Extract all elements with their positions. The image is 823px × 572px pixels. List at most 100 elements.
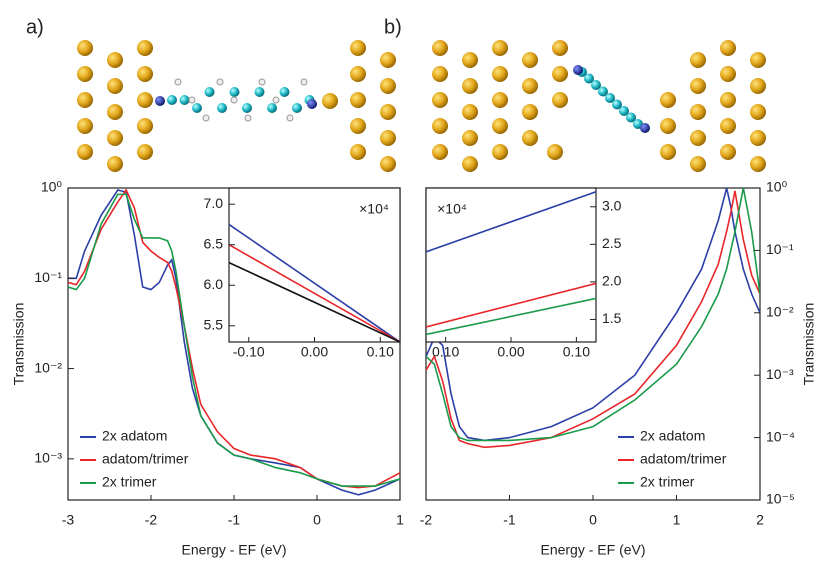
atom	[432, 40, 448, 56]
x-tick-label: 0.10	[563, 344, 590, 360]
atom	[750, 156, 766, 172]
atom	[192, 103, 202, 113]
y-tick-label: 1.5	[602, 310, 622, 326]
atom	[640, 123, 650, 133]
x-tick-label: 0.00	[497, 344, 524, 360]
x-tick-label: -1	[228, 512, 241, 528]
legend-label: 2x adatom	[640, 428, 705, 444]
atom	[522, 104, 538, 120]
y-tick-label: 10⁻²	[766, 304, 794, 320]
atom	[350, 118, 366, 134]
atom	[229, 87, 240, 97]
atom	[137, 118, 153, 134]
atom	[690, 78, 706, 94]
atom	[300, 78, 308, 86]
x-tick-label: 0.10	[367, 344, 394, 360]
y-tick-label: 7.0	[204, 195, 224, 211]
atom	[216, 78, 224, 86]
x-tick-label: 2	[756, 512, 764, 528]
y-tick-label: 10⁻⁴	[766, 428, 795, 444]
atom	[552, 40, 568, 56]
atom	[750, 78, 766, 94]
atom	[167, 95, 177, 105]
atom	[77, 66, 93, 82]
atom	[279, 87, 290, 97]
x-tick-label: 0.10	[432, 344, 459, 360]
atom	[492, 118, 508, 134]
atom	[584, 73, 594, 84]
atom	[612, 99, 622, 110]
y-axis-label: Transmission	[801, 303, 817, 386]
legend-label: adatom/trimer	[640, 451, 727, 467]
y-tick-label: 10⁻⁵	[766, 491, 795, 507]
atom	[432, 118, 448, 134]
x-axis-label: Energy - EF (eV)	[540, 542, 645, 558]
atom	[750, 52, 766, 68]
atom	[380, 78, 396, 94]
series-line	[68, 193, 400, 487]
x-tick-label: 0	[589, 512, 597, 528]
y-tick-label: 2.5	[602, 235, 622, 251]
atom	[720, 66, 736, 82]
atom	[660, 92, 676, 108]
x-tick-label: -3	[62, 512, 75, 528]
y-tick-label: 10⁻¹	[34, 269, 62, 285]
atom	[307, 99, 317, 109]
y-tick-label: 10⁰	[41, 179, 63, 195]
x-axis-label: Energy - EF (eV)	[181, 542, 286, 558]
atom	[174, 78, 182, 86]
atom	[492, 144, 508, 160]
atom	[522, 78, 538, 94]
atom	[77, 144, 93, 160]
legend-label: 2x adatom	[102, 428, 167, 444]
atom	[552, 92, 568, 108]
atom	[137, 40, 153, 56]
atom	[350, 92, 366, 108]
atom	[107, 104, 123, 120]
y-tick-label: 10⁻²	[34, 359, 62, 375]
atom	[322, 93, 338, 109]
legend-label: 2x trimer	[102, 474, 157, 490]
legend-label: 2x trimer	[640, 474, 695, 490]
atom	[267, 103, 277, 113]
atom	[462, 78, 478, 94]
atom	[242, 103, 252, 113]
atom	[432, 144, 448, 160]
x-tick-label: -1	[503, 512, 516, 528]
atom	[591, 80, 601, 90]
atom	[380, 130, 396, 146]
y-tick-label: 10⁰	[766, 179, 788, 195]
molecule-illustrations	[77, 40, 766, 172]
legend-label: adatom/trimer	[102, 451, 189, 467]
inset-annotation: ×10⁴	[437, 201, 467, 217]
atom	[547, 144, 563, 160]
atom	[230, 96, 238, 104]
series-line	[426, 190, 760, 449]
y-tick-label: 5.5	[204, 316, 224, 332]
atom	[137, 144, 153, 160]
atom	[254, 87, 265, 97]
atom	[204, 87, 215, 97]
atom	[432, 66, 448, 82]
series-line	[68, 188, 400, 489]
series-line	[229, 223, 400, 342]
atom	[350, 144, 366, 160]
y-axis-label: Transmission	[11, 303, 27, 386]
atom	[750, 104, 766, 120]
series-line	[229, 244, 400, 342]
atom	[107, 52, 123, 68]
atom	[462, 52, 478, 68]
atom	[522, 52, 538, 68]
atom	[272, 96, 280, 104]
atom	[155, 96, 165, 106]
series-line	[426, 188, 760, 442]
atom	[292, 103, 302, 113]
atom	[380, 156, 396, 172]
series-line	[426, 297, 596, 336]
atom	[750, 130, 766, 146]
atom	[350, 40, 366, 56]
atom	[492, 40, 508, 56]
atom	[522, 130, 538, 146]
x-tick-label: 1	[673, 512, 681, 528]
